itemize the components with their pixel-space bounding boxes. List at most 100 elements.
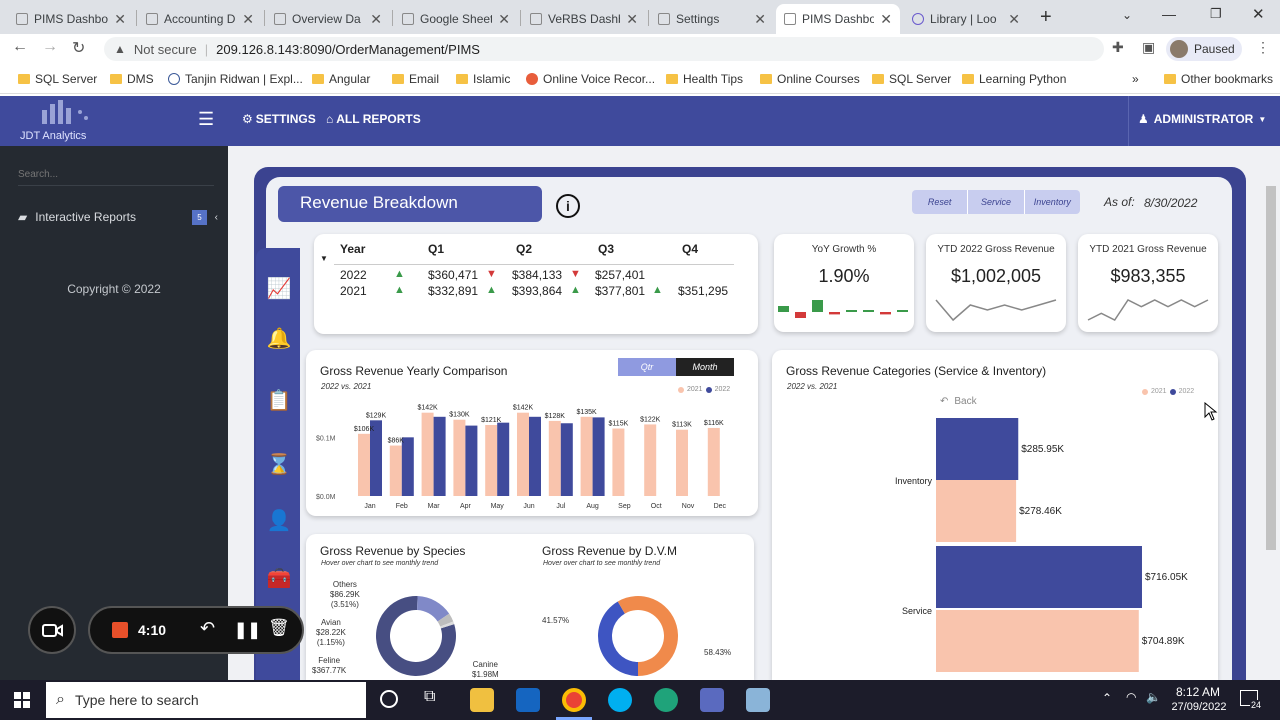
close-icon[interactable]: ✕ <box>1008 10 1020 27</box>
dvm-donut-chart[interactable] <box>588 586 688 680</box>
bookmark-item[interactable]: DMS <box>110 72 154 86</box>
user-menu[interactable]: ♟ ADMINISTRATOR ▼ <box>1138 112 1267 126</box>
browser-tab[interactable]: Google Sheet ✕ <box>394 4 518 34</box>
bookmark-item[interactable]: Online Voice Recor... <box>526 72 655 86</box>
species-label-avian: Avian $28.22K (1.15%) <box>316 618 346 647</box>
undo-icon[interactable]: ↶ <box>200 618 216 638</box>
menu-kebab-icon[interactable]: ⋮ <box>1256 39 1270 55</box>
window-close-icon[interactable]: ✕ <box>1252 6 1265 23</box>
close-icon[interactable]: ✕ <box>370 10 382 27</box>
edge-icon[interactable] <box>654 688 678 712</box>
back-icon[interactable]: ← <box>12 38 28 55</box>
spark-bar <box>846 310 857 312</box>
trend-chart-icon[interactable]: 📈 <box>266 278 292 300</box>
profile-button[interactable]: Paused <box>1166 37 1242 61</box>
close-icon[interactable]: ✕ <box>242 10 254 27</box>
chevron-up-icon[interactable]: ⌃ <box>1102 691 1113 705</box>
sidebar-search-input[interactable] <box>18 164 214 186</box>
service-button[interactable]: Service <box>968 190 1025 214</box>
outlook-icon[interactable] <box>516 688 540 712</box>
close-icon[interactable]: ✕ <box>754 10 766 27</box>
data-label: $106K <box>354 426 375 433</box>
side-panel-icon[interactable]: ▣ <box>1142 39 1156 55</box>
minimize-icon[interactable]: — <box>1162 6 1176 22</box>
tools-icon[interactable]: 🧰 <box>266 568 292 590</box>
maximize-icon[interactable]: ❐ <box>1210 6 1222 21</box>
bookmark-item[interactable]: Health Tips <box>666 72 743 86</box>
bookmark-item[interactable]: Tanjin Ridwan | Expl... <box>168 72 303 86</box>
bookmark-item[interactable]: Online Courses <box>760 72 860 86</box>
month-toggle[interactable]: Month <box>676 358 734 376</box>
close-icon[interactable]: ✕ <box>626 10 638 27</box>
folder-icon <box>872 74 884 84</box>
clock-time[interactable]: 8:12 AM <box>1175 685 1221 699</box>
bell-icon[interactable]: 🔔 <box>266 328 292 350</box>
folder-icon <box>392 74 404 84</box>
settings-link[interactable]: ⚙ SETTINGS <box>242 112 316 126</box>
arrow-up-icon: ▲ <box>394 268 405 280</box>
browser-tab[interactable]: Accounting D ✕ <box>138 4 262 34</box>
windows-start-icon[interactable] <box>14 692 30 708</box>
extensions-icon[interactable]: ✚ <box>1112 39 1124 55</box>
reload-icon[interactable]: ↻ <box>72 40 86 57</box>
back-button[interactable]: ↶ Back <box>940 396 977 407</box>
spark-bar <box>897 310 908 312</box>
browser-tab[interactable]: PIMS Dashbo ✕ <box>8 4 134 34</box>
stop-record-button[interactable] <box>112 622 128 638</box>
remote-desktop-icon[interactable] <box>700 688 724 712</box>
info-icon[interactable]: i <box>556 194 580 218</box>
notepad-icon[interactable] <box>746 688 770 712</box>
scrollbar[interactable] <box>1266 186 1276 550</box>
clipboard-icon[interactable]: 📋 <box>266 390 292 412</box>
sort-caret-icon[interactable]: ▼ <box>320 254 328 263</box>
browser-tab[interactable]: Settings ✕ <box>650 4 774 34</box>
data-label: $122K <box>640 416 661 423</box>
qtr-toggle[interactable]: Qtr <box>618 358 676 376</box>
inventory-button[interactable]: Inventory <box>1033 197 1071 207</box>
browser-tab[interactable]: VeRBS Dashb ✕ <box>522 4 646 34</box>
taskbar-search[interactable]: ⌕ Type here to search <box>46 682 366 718</box>
bookmark-item[interactable]: Angular <box>312 72 370 86</box>
bookmarks-overflow[interactable]: » <box>1132 72 1139 86</box>
new-tab-icon[interactable]: + <box>1040 6 1052 28</box>
bookmark-item[interactable]: Islamic <box>456 72 510 86</box>
clock-date[interactable]: 27/09/2022 <box>1171 701 1227 713</box>
bookmark-item[interactable]: Learning Python <box>962 72 1066 86</box>
skype-icon[interactable] <box>608 688 632 712</box>
volume-icon[interactable]: 🔈 <box>1146 690 1161 704</box>
browser-tab-active[interactable]: PIMS Dashbo ✕ <box>776 4 900 34</box>
browser-tab[interactable]: Overview Da ✕ <box>266 4 390 34</box>
sidebar-item-interactive-reports[interactable]: ▰ Interactive Reports 5 ‹ <box>18 208 218 226</box>
cortana-icon[interactable] <box>380 690 398 708</box>
count-badge: 5 <box>192 209 207 225</box>
file-explorer-icon[interactable] <box>470 688 494 712</box>
folder-icon <box>666 74 678 84</box>
close-icon[interactable]: ✕ <box>498 10 510 27</box>
task-view-icon[interactable]: ⧉ <box>424 688 436 705</box>
spark-bar <box>863 310 874 312</box>
url-bar[interactable]: ▲ Not secure | 209.126.8.143:8090/OrderM… <box>104 37 1104 61</box>
trash-icon[interactable]: 🗑 <box>268 618 290 637</box>
hourglass-icon[interactable]: ⌛ <box>266 454 292 476</box>
chart-hint: Hover over chart to see monthly trend <box>321 560 439 567</box>
bookmark-item[interactable]: SQL Server <box>18 72 97 86</box>
hamburger-menu-icon[interactable]: ☰ <box>198 109 215 129</box>
other-bookmarks[interactable]: Other bookmarks <box>1164 72 1273 86</box>
camera-toggle[interactable] <box>28 606 76 654</box>
wifi-icon[interactable]: ◠ <box>1126 690 1137 704</box>
chrome-icon[interactable] <box>562 688 586 712</box>
notifications-icon[interactable] <box>1240 690 1258 706</box>
forward-icon[interactable]: → <box>42 38 58 55</box>
reset-button[interactable]: Reset <box>912 190 969 214</box>
browser-tab[interactable]: Library | Loo ✕ <box>904 4 1028 34</box>
tab-search-icon[interactable]: ⌄ <box>1122 8 1133 22</box>
bar-2021 <box>517 412 529 496</box>
close-icon[interactable]: ✕ <box>114 10 126 27</box>
close-icon[interactable]: ✕ <box>880 10 892 27</box>
bookmark-item[interactable]: Email <box>392 72 439 86</box>
species-donut-chart[interactable] <box>366 586 466 680</box>
doctor-icon[interactable]: 👤 <box>266 510 292 532</box>
bookmark-item[interactable]: SQL Server <box>872 72 951 86</box>
all-reports-link[interactable]: ⌂ ALL REPORTS <box>326 112 421 126</box>
pause-icon[interactable]: ❚❚ <box>234 622 261 639</box>
